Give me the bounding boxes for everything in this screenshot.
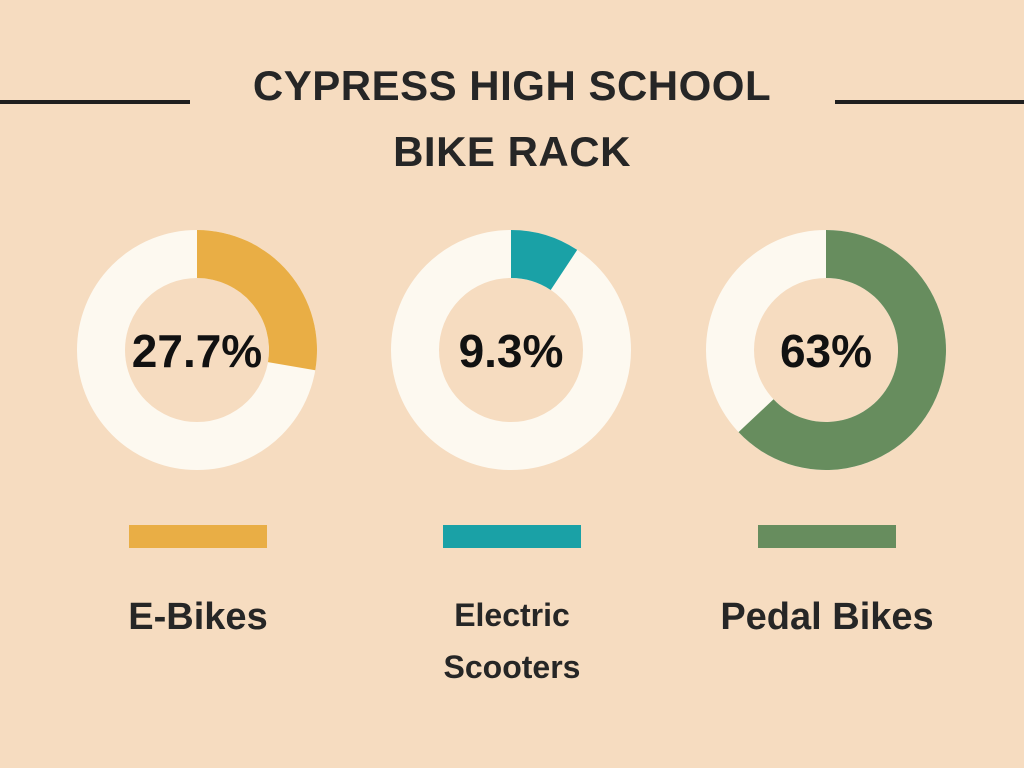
donut-value-electric-scooters: 9.3% (459, 325, 564, 377)
donut-slice-electric-scooters (511, 230, 578, 290)
title-rule-right (835, 100, 1024, 104)
legend-label-electric-scooters-line1: Electric (454, 597, 570, 633)
chart-title-line2: BIKE RACK (393, 128, 631, 175)
legend-label-electric-scooters-line2: Scooters (443, 649, 581, 685)
donut-value-pedal-bikes: 63% (780, 325, 872, 377)
title-rule-left (0, 100, 190, 104)
donut-pedal-bikes: 63% (706, 230, 947, 470)
donut-slice-e-bikes (197, 230, 317, 371)
donut-e-bikes: 27.7% (77, 230, 317, 470)
legend-swatch-electric-scooters (443, 525, 581, 548)
chart-title-line1: CYPRESS HIGH SCHOOL (252, 62, 772, 109)
legend-label-pedal-bikes: Pedal Bikes (720, 596, 934, 638)
donut-slice-pedal-bikes (738, 230, 947, 470)
legend-label-e-bikes: E-Bikes (128, 596, 268, 638)
legend-swatch-pedal-bikes (758, 525, 896, 548)
legend-swatch-e-bikes (129, 525, 267, 548)
donut-value-e-bikes: 27.7% (132, 325, 262, 377)
donut-electric-scooters: 9.3% (391, 230, 631, 470)
